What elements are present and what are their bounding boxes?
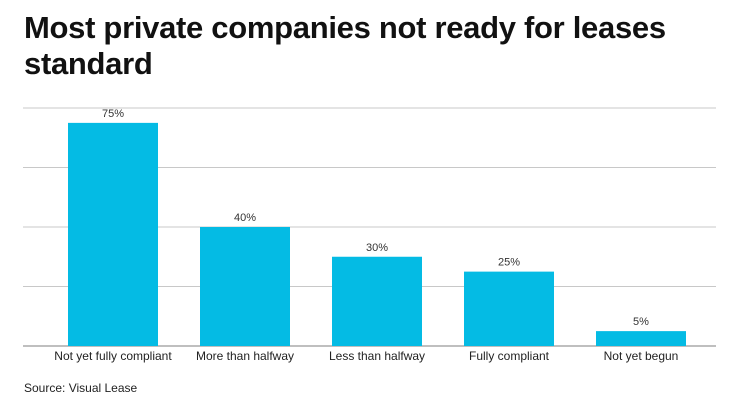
x-tick-label: Fully compliant xyxy=(469,349,550,363)
bar-2 xyxy=(332,256,422,346)
chart-title: Most private companies not ready for lea… xyxy=(24,10,666,81)
data-label: 5% xyxy=(633,316,649,328)
bar-1 xyxy=(200,227,290,346)
data-label: 30% xyxy=(366,242,388,254)
x-tick-label: More than halfway xyxy=(196,349,294,363)
data-label: 40% xyxy=(234,212,256,224)
bar-0 xyxy=(68,122,158,346)
x-tick-label: Less than halfway xyxy=(329,349,425,363)
chart-source: Source: Visual Lease xyxy=(24,381,138,395)
data-label: 25% xyxy=(498,257,520,269)
bar-4 xyxy=(596,331,686,346)
data-label: 75% xyxy=(102,108,124,120)
x-tick-label: Not yet fully compliant xyxy=(54,349,172,363)
bar-3 xyxy=(464,271,554,346)
x-tick-label: Not yet begun xyxy=(604,349,679,363)
